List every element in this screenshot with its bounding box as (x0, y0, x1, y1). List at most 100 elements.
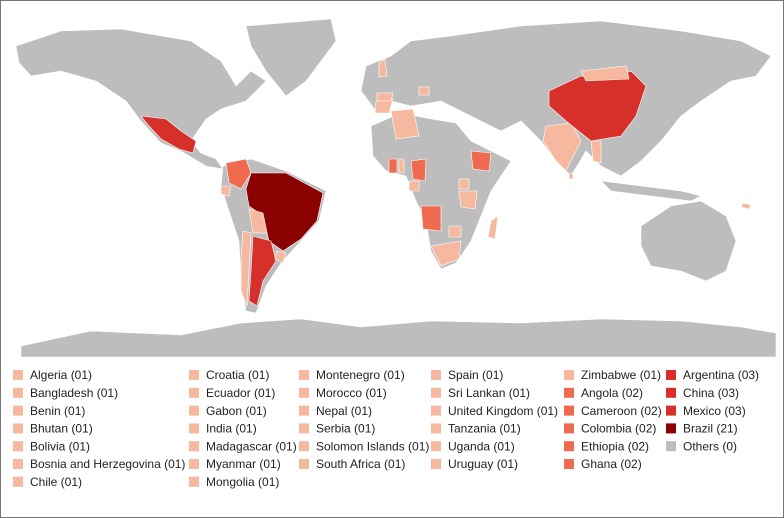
legend-label: Gabon (01) (206, 404, 267, 418)
greenland (245, 18, 337, 97)
legend-swatch (431, 441, 441, 452)
legend-swatch (431, 459, 441, 469)
legend-swatch (564, 387, 574, 398)
legend-swatch (299, 387, 309, 398)
country-myanmar (590, 140, 602, 164)
legend-label: Angola (02) (581, 386, 643, 400)
legend-label: Myanmar (01) (206, 457, 281, 471)
legend-swatch (431, 405, 441, 416)
legend-swatch (189, 405, 199, 416)
legend-label: Ghana (02) (581, 457, 642, 471)
country-south-africa (430, 240, 462, 267)
legend-swatch (666, 387, 676, 398)
country-solomon-islands (740, 202, 752, 210)
antarctica (20, 318, 777, 358)
legend-swatch (189, 387, 199, 398)
legend-label: Others (0) (683, 439, 737, 453)
indonesia (600, 180, 702, 202)
legend-swatch (299, 423, 309, 434)
legend-label: Spain (01) (448, 368, 503, 382)
legend-label: Morocco (01) (316, 386, 387, 400)
country-gabon (408, 180, 420, 192)
country-sri-lanka (568, 172, 574, 180)
legend-label: Benin (01) (30, 404, 85, 418)
legend-swatch (13, 441, 23, 452)
australia (640, 200, 737, 282)
country-spain (376, 92, 394, 102)
country-brazil (245, 172, 324, 252)
world-map (15, 18, 777, 358)
country-colombia (225, 158, 252, 190)
legend-label: Croatia (01) (206, 368, 269, 382)
legend-swatch (564, 405, 574, 416)
country-balkans (418, 86, 430, 96)
legend-label: Solomon Islands (01) (316, 439, 429, 453)
legend-swatch (564, 423, 574, 434)
legend-label: Bangladesh (01) (30, 386, 118, 400)
country-benin (398, 158, 405, 174)
legend-label: India (01) (206, 422, 257, 436)
country-ethiopia (470, 150, 492, 172)
country-ecuador (220, 185, 232, 197)
legend-label: Sri Lankan (01) (448, 386, 530, 400)
legend-label: Mexico (03) (683, 404, 746, 418)
country-ghana (388, 158, 398, 174)
legend-swatch (666, 370, 676, 380)
legend-swatch (189, 476, 199, 487)
legend-swatch (189, 370, 199, 380)
country-mexico (140, 115, 197, 154)
legend-swatch (564, 441, 574, 452)
legend-label: China (03) (683, 386, 739, 400)
legend-label: Madagascar (01) (206, 439, 297, 453)
legend-label: Nepal (01) (316, 404, 372, 418)
legend-swatch (666, 441, 676, 452)
legend-swatch (13, 423, 23, 434)
legend-label: Mongolia (01) (206, 475, 279, 489)
legend-label: Colombia (02) (581, 422, 656, 436)
legend-label: Ethiopia (02) (581, 439, 649, 453)
legend: Algeria (01) Bangladesh (01) Benin (01) Bhu… (13, 368, 759, 489)
legend-swatch (299, 459, 309, 469)
legend-label: United Kingdom (01) (448, 404, 558, 418)
country-bolivia (248, 208, 268, 234)
north-america (15, 28, 267, 170)
legend-swatch (299, 370, 309, 380)
legend-swatch (13, 405, 23, 416)
legend-swatch (13, 459, 23, 469)
country-cameroon (410, 158, 427, 182)
legend-label: Ecuador (01) (206, 386, 275, 400)
country-mongolia (580, 65, 630, 82)
country-angola (420, 205, 442, 232)
legend-swatch (13, 476, 23, 487)
legend-swatch (564, 459, 574, 469)
legend-swatch (189, 441, 199, 452)
legend-label: Zimbabwe (01) (581, 368, 661, 382)
legend-label: Cameroon (02) (581, 404, 662, 418)
legend-label: Brazil (21) (683, 422, 738, 436)
legend-label: Tanzania (01) (448, 422, 521, 436)
legend-swatch (189, 459, 199, 469)
legend-label: Algeria (01) (30, 368, 92, 382)
legend-label: Chile (01) (30, 475, 82, 489)
legend-swatch (189, 423, 199, 434)
legend-swatch (666, 405, 676, 416)
country-algeria (390, 108, 420, 140)
legend-label: Bosnia and Herzegovina (01) (30, 457, 185, 471)
country-chile (240, 230, 252, 307)
country-tanzania (458, 190, 478, 210)
legend-swatch (299, 441, 309, 452)
legend-label: Uganda (01) (448, 439, 515, 453)
legend-swatch (13, 387, 23, 398)
country-uganda (458, 178, 470, 190)
country-united-kingdom (378, 58, 388, 78)
legend-swatch (666, 423, 676, 434)
legend-label: Montenegro (01) (316, 368, 405, 382)
legend-label: South Africa (01) (316, 457, 405, 471)
legend-label: Uruguay (01) (448, 457, 518, 471)
country-zimbabwe (448, 225, 462, 238)
legend-label: Bhutan (01) (30, 422, 93, 436)
country-uruguay (274, 250, 287, 264)
legend-label: Serbia (01) (316, 422, 375, 436)
